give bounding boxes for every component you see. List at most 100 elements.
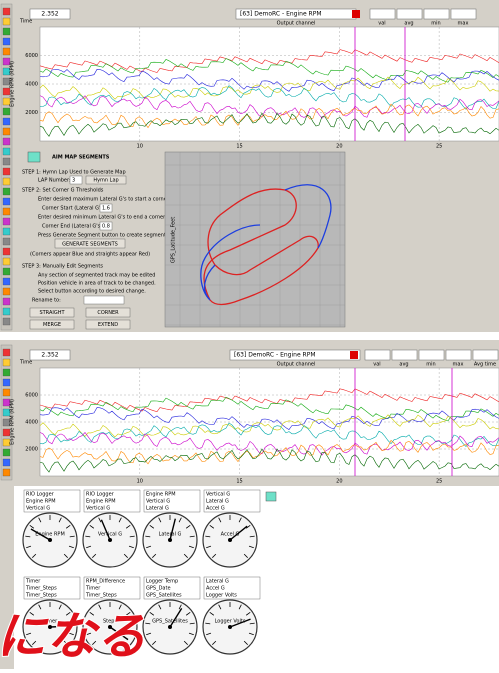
tool-icon[interactable] <box>2 7 11 16</box>
gauge-selector[interactable] <box>143 576 201 600</box>
edit-button-label: MERGE <box>43 322 61 328</box>
gauge-tick <box>149 524 155 529</box>
tool-icon[interactable] <box>2 47 11 56</box>
tool-icon[interactable] <box>2 237 11 246</box>
tool-icon[interactable] <box>2 428 11 437</box>
gauge-tick <box>38 604 42 610</box>
gauge-selector[interactable] <box>83 489 141 513</box>
tool-icon[interactable] <box>2 247 11 256</box>
tool-icon[interactable] <box>2 438 11 447</box>
gauge-tick <box>152 640 157 645</box>
gauge-selector[interactable] <box>23 576 81 600</box>
toolbar <box>0 3 13 331</box>
end-input[interactable] <box>99 221 113 231</box>
edit-button[interactable] <box>29 319 75 330</box>
rename-input[interactable] <box>83 295 125 305</box>
step1: STEP 1: Hymn Lap Used to Generate Map <box>22 170 126 176</box>
help-button[interactable] <box>27 151 41 163</box>
tool-icon[interactable] <box>2 77 11 86</box>
tool-icon[interactable] <box>2 57 11 66</box>
tool-icon[interactable] <box>2 37 11 46</box>
tool-icon[interactable] <box>2 277 11 286</box>
tool-icon[interactable] <box>2 177 11 186</box>
tool-icon[interactable] <box>2 388 11 397</box>
x-tick-label: 15 <box>236 144 242 150</box>
generate-button[interactable] <box>54 238 126 249</box>
tool-icon[interactable] <box>2 107 11 116</box>
tool-icon[interactable] <box>2 147 11 156</box>
gauge-tick <box>206 632 212 636</box>
tool-icon[interactable] <box>2 157 11 166</box>
tool-icon[interactable] <box>2 448 11 457</box>
gauge-tick <box>149 611 155 616</box>
gauge-selector[interactable] <box>143 489 201 513</box>
tool-icon[interactable] <box>2 408 11 417</box>
gauge-selector[interactable] <box>203 489 261 513</box>
gauge-tick <box>212 553 217 558</box>
tool-icon[interactable] <box>2 257 11 266</box>
start-input[interactable] <box>99 203 113 213</box>
tool-icon[interactable] <box>2 187 11 196</box>
tool-icon[interactable] <box>2 368 11 377</box>
tool-icon[interactable] <box>2 398 11 407</box>
tool-icon[interactable] <box>2 307 11 316</box>
gauge-tick <box>69 622 75 625</box>
start-hint: Enter desired maximum Lateral G's to sta… <box>38 197 170 203</box>
tool-icon[interactable] <box>2 468 11 477</box>
tool-icon[interactable] <box>2 87 11 96</box>
gauge-tick <box>68 632 74 636</box>
time-field[interactable] <box>29 349 71 361</box>
gauge-channel: Engine RPM <box>146 492 176 498</box>
tool-icon[interactable] <box>2 117 11 126</box>
x-tick-label: 20 <box>336 479 342 485</box>
tool-icon[interactable] <box>2 458 11 467</box>
edit-button[interactable] <box>85 307 131 318</box>
trace <box>39 85 499 110</box>
tool-icon[interactable] <box>2 287 11 296</box>
help-button[interactable] <box>265 491 277 502</box>
channel-select[interactable] <box>229 349 361 361</box>
tool-icon[interactable] <box>2 127 11 136</box>
tool-icon[interactable] <box>2 207 11 216</box>
tool-icon[interactable] <box>2 348 11 357</box>
edit-button[interactable] <box>29 307 75 318</box>
gauge-hub <box>168 538 172 542</box>
tool-icon[interactable] <box>2 17 11 26</box>
edit-button[interactable] <box>85 319 131 330</box>
gauge-tick <box>65 524 71 529</box>
tool-icon[interactable] <box>2 97 11 106</box>
tool-icon[interactable] <box>2 358 11 367</box>
gauge-tick <box>146 632 152 636</box>
tool-icon[interactable] <box>2 378 11 387</box>
gauge-selector[interactable] <box>203 576 261 600</box>
lap-value: 3 <box>72 178 75 184</box>
tool-icon[interactable] <box>2 137 11 146</box>
gauge-selector[interactable] <box>83 576 141 600</box>
tool-icon[interactable] <box>2 227 11 236</box>
gauge-tick <box>123 640 128 645</box>
gauge-tick <box>58 604 62 610</box>
overlay-caption: になる <box>0 608 146 666</box>
y-tick-label: 6000 <box>25 393 38 399</box>
gauge-tick <box>32 640 37 645</box>
gauge-selector[interactable] <box>23 489 81 513</box>
gauge-tick <box>158 604 162 610</box>
tool-icon[interactable] <box>2 267 11 276</box>
tool-icon[interactable] <box>2 167 11 176</box>
tool-icon[interactable] <box>2 297 11 306</box>
tool-icon[interactable] <box>2 317 11 326</box>
tool-icon[interactable] <box>2 217 11 226</box>
tool-icon[interactable] <box>2 418 11 427</box>
gauge-tick <box>245 611 251 616</box>
time-field[interactable] <box>29 8 71 20</box>
tool-icon[interactable] <box>2 67 11 76</box>
tool-icon[interactable] <box>2 27 11 36</box>
note3: Select button according to desired chang… <box>38 289 146 295</box>
lap-button[interactable] <box>85 175 127 185</box>
tool-icon[interactable] <box>2 197 11 206</box>
lap-button-label: Hymn Lap <box>93 178 118 184</box>
y-tick-label: 6000 <box>25 53 38 59</box>
trace <box>39 422 499 447</box>
gauge-tick <box>98 517 102 523</box>
lap-input[interactable] <box>69 175 83 185</box>
